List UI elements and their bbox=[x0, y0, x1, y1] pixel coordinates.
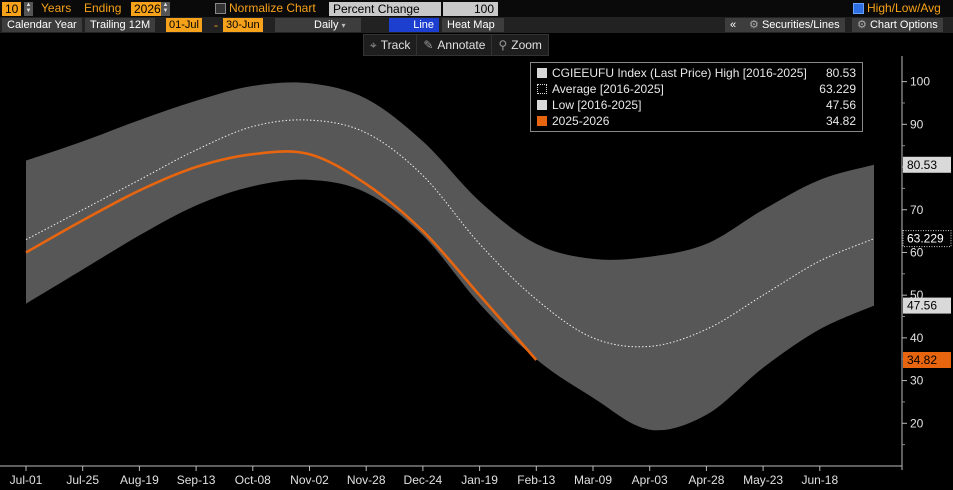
crosshair-icon: ⌖ bbox=[370, 38, 377, 52]
legend-label-current: 2025-2026 bbox=[552, 114, 610, 128]
settings-icon: ⚙ bbox=[857, 19, 867, 31]
normalize-mode-select[interactable]: Percent Change bbox=[329, 2, 441, 16]
x-tick-label: Feb-13 bbox=[517, 473, 555, 487]
legend-swatch-average bbox=[537, 84, 547, 94]
y-tick-label: 70 bbox=[910, 203, 924, 217]
y-tick-label: 80 bbox=[910, 160, 924, 174]
high-low-band bbox=[26, 82, 874, 431]
chevron-down-icon: ▾ bbox=[341, 21, 346, 30]
last-value-label: 47.56 bbox=[907, 299, 937, 313]
period-select[interactable]: Daily ▾ bbox=[275, 18, 361, 32]
chart-options-label: Chart Options bbox=[869, 19, 938, 31]
annotate-label: Annotate bbox=[437, 38, 486, 52]
years-input[interactable]: 10 bbox=[2, 2, 22, 16]
legend-label-high: CGIEEUFU Index (Last Price) High [2016-2… bbox=[552, 66, 807, 80]
ending-year-input[interactable]: 2026 bbox=[131, 2, 164, 16]
zoom-button[interactable]: ⚲ Zoom bbox=[492, 35, 547, 55]
date-dash: - bbox=[214, 18, 218, 32]
legend-item-average: Average [2016-2025] bbox=[537, 81, 664, 97]
last-value-label: 63.229 bbox=[907, 232, 944, 246]
x-tick-label: Mar-09 bbox=[574, 473, 612, 487]
last-value-box bbox=[903, 156, 951, 173]
tab-heat-map[interactable]: Heat Map bbox=[442, 18, 504, 32]
legend-swatch-current bbox=[537, 116, 547, 126]
settings-icon: ⚙ bbox=[749, 19, 759, 31]
x-tick-label: Jul-01 bbox=[10, 473, 43, 487]
period-label: Daily bbox=[314, 19, 339, 31]
last-value-box bbox=[902, 230, 952, 248]
x-tick-label: Aug-19 bbox=[120, 473, 159, 487]
y-tick-label: 30 bbox=[910, 374, 924, 388]
securities-lines-button[interactable]: ⚙ Securities/Lines bbox=[744, 18, 845, 32]
last-value-box bbox=[903, 351, 951, 368]
legend-value-low: 47.56 bbox=[825, 98, 856, 112]
series-average-line bbox=[25, 119, 875, 348]
annotate-button[interactable]: ✎ Annotate bbox=[417, 35, 493, 55]
securities-lines-label: Securities/Lines bbox=[761, 19, 840, 31]
legend-label-low: Low [2016-2025] bbox=[552, 98, 642, 112]
normalize-base-input[interactable]: 100 bbox=[443, 2, 498, 16]
track-label: Track bbox=[380, 38, 411, 52]
calendar-year-button[interactable]: Calendar Year bbox=[2, 18, 82, 32]
x-tick-label: Oct-08 bbox=[235, 473, 271, 487]
x-tick-label: Jan-19 bbox=[461, 473, 498, 487]
legend-swatch-high bbox=[537, 68, 547, 78]
trailing-12m-button[interactable]: Trailing 12M bbox=[85, 18, 156, 32]
end-date-input[interactable]: 30-Jun bbox=[223, 18, 263, 32]
x-tick-label: Dec-24 bbox=[404, 473, 443, 487]
legend-value-average: 63.229 bbox=[819, 82, 856, 96]
last-value-label: 34.82 bbox=[907, 353, 937, 367]
last-value-box bbox=[903, 297, 951, 314]
high-low-avg-checkbox[interactable] bbox=[853, 3, 864, 14]
high-low-avg-label: High/Low/Avg bbox=[867, 1, 941, 15]
legend-item-current: 2025-2026 bbox=[537, 113, 609, 129]
y-tick-label: 40 bbox=[910, 331, 924, 345]
x-tick-label: Nov-28 bbox=[347, 473, 386, 487]
y-tick-label: 90 bbox=[910, 117, 924, 131]
start-date-input[interactable]: 01-Jul bbox=[166, 18, 202, 32]
x-tick-label: Apr-03 bbox=[632, 473, 668, 487]
tab-line[interactable]: Line bbox=[389, 18, 439, 32]
legend-value-high: 80.53 bbox=[825, 66, 856, 80]
track-button[interactable]: ⌖ Track bbox=[364, 35, 418, 55]
magnifier-icon: ⚲ bbox=[498, 38, 508, 52]
legend-label-average: Average [2016-2025] bbox=[552, 82, 664, 96]
x-tick-label: Apr-28 bbox=[688, 473, 724, 487]
legend-value-current: 34.82 bbox=[825, 114, 856, 128]
x-tick-label: Jul-25 bbox=[66, 473, 99, 487]
legend-item-high: CGIEEUFU Index (Last Price) High [2016-2… bbox=[537, 65, 807, 81]
y-tick-label: 60 bbox=[910, 245, 924, 259]
chart-legend: CGIEEUFU Index (Last Price) High [2016-2… bbox=[530, 62, 863, 132]
legend-swatch-low bbox=[537, 100, 547, 110]
legend-item-low: Low [2016-2025] bbox=[537, 97, 641, 113]
series-2025-2026-line bbox=[25, 150, 538, 361]
chart-tools: ⌖ Track ✎ Annotate ⚲ Zoom bbox=[363, 34, 549, 56]
x-tick-label: Nov-02 bbox=[290, 473, 329, 487]
chart-options-button[interactable]: ⚙ Chart Options bbox=[852, 18, 943, 32]
x-tick-label: Sep-13 bbox=[177, 473, 216, 487]
ending-spinner[interactable]: ▲ ▼ bbox=[161, 2, 170, 16]
pencil-icon: ✎ bbox=[423, 38, 434, 52]
y-tick-label: 50 bbox=[910, 288, 924, 302]
years-spinner[interactable]: ▲ ▼ bbox=[24, 2, 33, 16]
normalize-checkbox[interactable] bbox=[215, 3, 226, 14]
x-tick-label: Jun-18 bbox=[801, 473, 838, 487]
normalize-label: Normalize Chart bbox=[229, 1, 316, 15]
last-value-label: 80.53 bbox=[907, 158, 937, 172]
zoom-label: Zoom bbox=[511, 38, 542, 52]
ending-label: Ending bbox=[84, 1, 122, 15]
x-tick-label: May-23 bbox=[743, 473, 783, 487]
y-tick-label: 100 bbox=[910, 75, 930, 89]
y-tick-label: 20 bbox=[910, 416, 924, 430]
years-label: Years bbox=[41, 1, 72, 15]
collapse-button[interactable]: « bbox=[725, 18, 745, 32]
